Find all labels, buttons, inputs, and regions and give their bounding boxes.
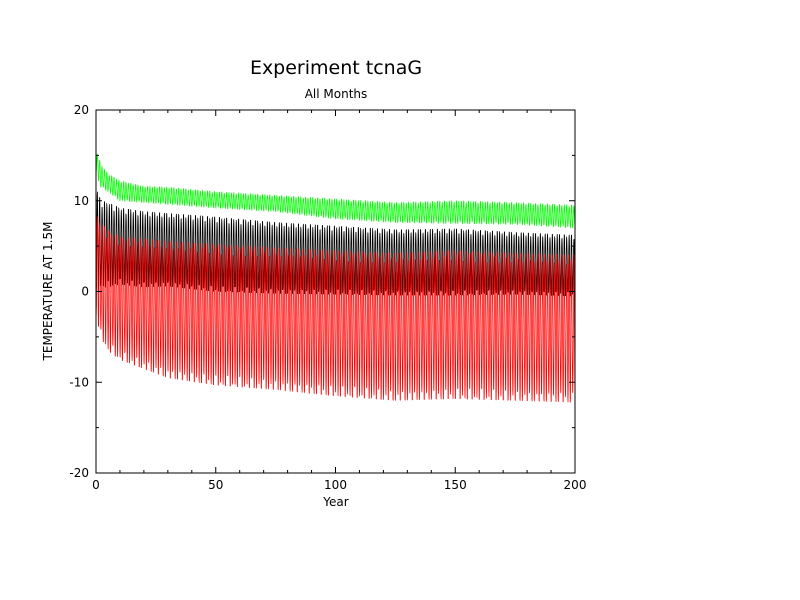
series-layer: [95, 153, 576, 403]
x-axis-label: Year: [322, 495, 348, 509]
series-line-1: [95, 153, 576, 229]
chart-title: Experiment tcnaG: [250, 57, 422, 79]
ticks-layer: 0 50 100 150 200 -20 -10 0 10 20: [69, 103, 586, 492]
x-tick-label: 100: [324, 478, 347, 492]
x-tick-label: 0: [92, 478, 100, 492]
y-tick-label: -20: [69, 466, 89, 480]
chart-subtitle: All Months: [305, 87, 368, 101]
y-tick-label: 0: [81, 285, 89, 299]
x-tick-label: 150: [444, 478, 467, 492]
x-tick-label: 200: [564, 478, 587, 492]
series-line-3: [95, 216, 576, 403]
y-tick-label: -10: [69, 375, 89, 389]
y-axis-label: TEMPERATURE AT 1.5M: [41, 222, 55, 362]
y-tick-label: 20: [74, 103, 89, 117]
y-tick-label: 10: [74, 194, 89, 208]
x-tick-label: 50: [208, 478, 223, 492]
